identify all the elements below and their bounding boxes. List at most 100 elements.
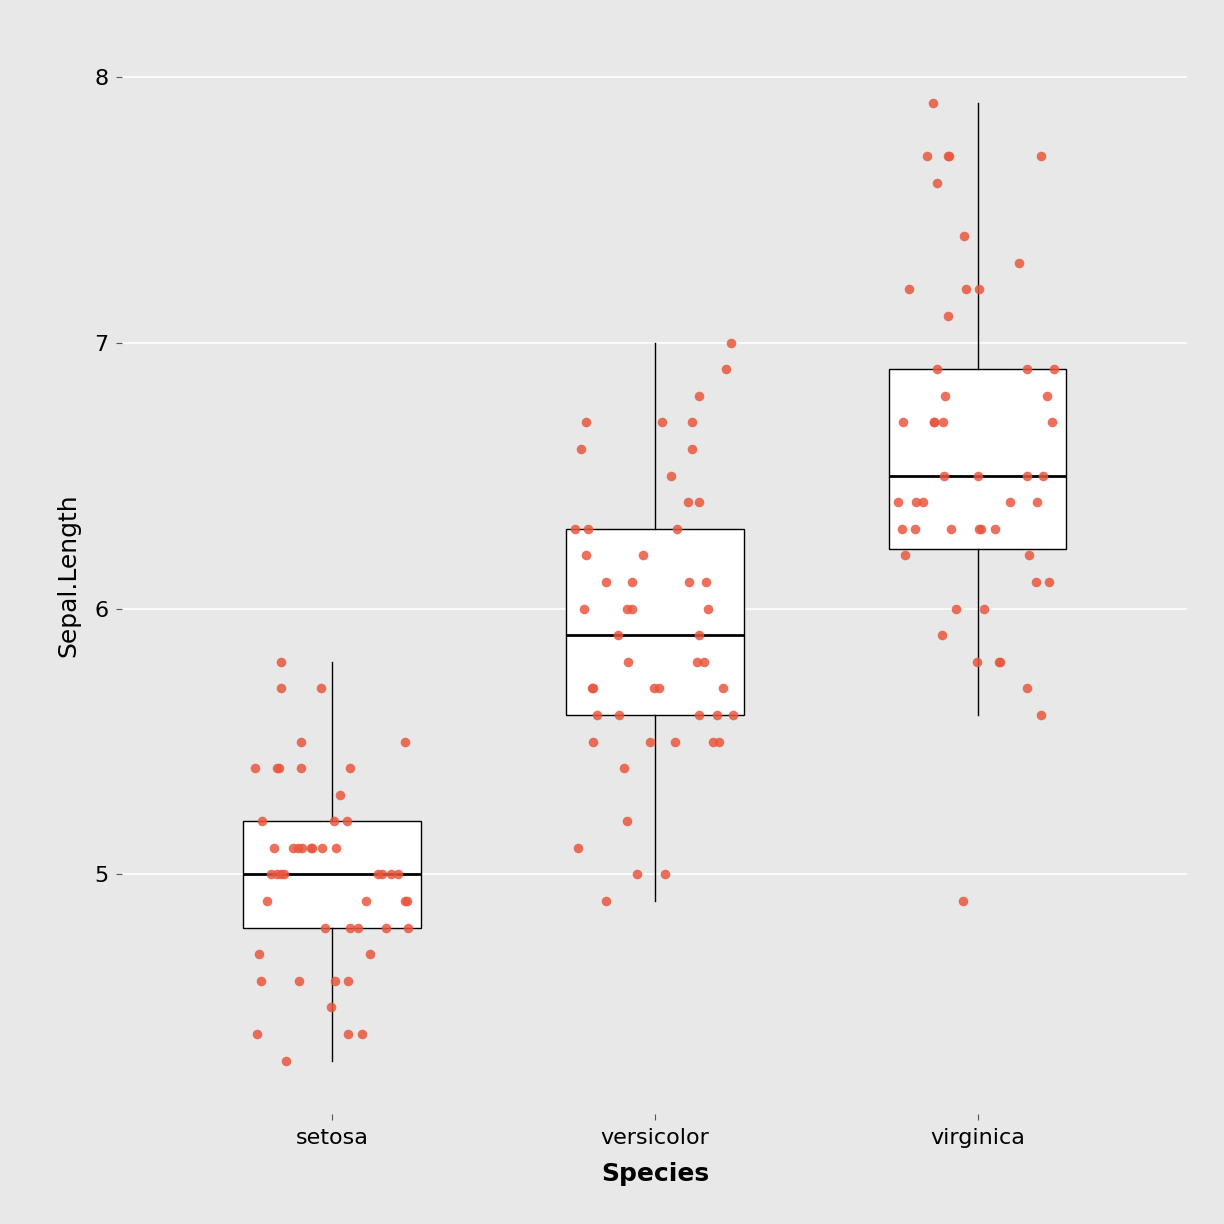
Point xyxy=(588,705,607,725)
Point xyxy=(689,625,709,645)
Point xyxy=(967,652,987,672)
Point xyxy=(269,759,289,778)
Point xyxy=(953,891,973,911)
Point xyxy=(652,412,672,432)
PathPatch shape xyxy=(244,821,421,928)
Point xyxy=(596,572,616,591)
Point xyxy=(368,864,388,884)
Point xyxy=(284,838,304,858)
Point xyxy=(289,838,308,858)
Point xyxy=(388,864,408,884)
Point xyxy=(941,519,961,539)
Point xyxy=(928,360,947,379)
Point xyxy=(928,174,947,193)
Point xyxy=(264,838,284,858)
Point xyxy=(640,732,660,752)
Point xyxy=(622,572,641,591)
Point xyxy=(985,519,1005,539)
Point xyxy=(274,864,294,884)
Point xyxy=(709,732,728,752)
Point xyxy=(581,678,601,698)
Point xyxy=(324,812,344,831)
Y-axis label: Sepal.Length: Sepal.Length xyxy=(56,493,81,657)
Point xyxy=(698,599,717,618)
Point xyxy=(577,412,596,432)
Point xyxy=(649,678,668,698)
Point xyxy=(382,864,401,884)
Point xyxy=(946,599,966,618)
Point xyxy=(939,147,958,166)
Point xyxy=(689,705,709,725)
Point xyxy=(968,466,988,486)
Point xyxy=(565,519,585,539)
Point xyxy=(340,918,360,938)
Point xyxy=(667,519,687,539)
Point xyxy=(627,864,646,884)
Point xyxy=(905,519,924,539)
Point xyxy=(689,492,709,512)
Point xyxy=(289,971,308,990)
Point xyxy=(633,546,652,565)
Point xyxy=(574,599,594,618)
Point xyxy=(614,759,634,778)
Point xyxy=(398,891,417,911)
Point xyxy=(955,226,974,246)
Point xyxy=(1020,546,1039,565)
Point xyxy=(596,891,616,911)
Point xyxy=(291,759,311,778)
Point xyxy=(704,732,723,752)
Point xyxy=(395,732,415,752)
Point xyxy=(610,705,629,725)
Point xyxy=(969,519,989,539)
Point xyxy=(398,918,417,938)
Point xyxy=(330,785,350,804)
PathPatch shape xyxy=(889,370,1066,548)
Point xyxy=(661,466,681,486)
Point xyxy=(1000,492,1020,512)
Point xyxy=(339,1024,359,1044)
Point xyxy=(938,306,957,326)
Point xyxy=(272,864,291,884)
Point xyxy=(327,838,346,858)
Point xyxy=(257,891,277,911)
Point xyxy=(896,546,916,565)
Point xyxy=(252,812,272,831)
Point xyxy=(907,492,927,512)
Point xyxy=(622,599,641,618)
Point xyxy=(989,652,1009,672)
Point xyxy=(723,705,743,725)
PathPatch shape xyxy=(565,529,744,715)
Point xyxy=(971,519,990,539)
Point xyxy=(267,864,286,884)
Point xyxy=(618,652,638,672)
Point xyxy=(1026,572,1045,591)
Point xyxy=(376,918,395,938)
Point xyxy=(326,971,345,990)
Point xyxy=(291,732,311,752)
Point xyxy=(316,918,335,938)
Point xyxy=(716,360,736,379)
Point xyxy=(579,519,599,539)
Point xyxy=(272,678,291,698)
Point xyxy=(679,572,699,591)
Point xyxy=(644,678,663,698)
Point xyxy=(301,838,321,858)
Point xyxy=(665,732,684,752)
Point xyxy=(924,412,944,432)
Point xyxy=(262,864,282,884)
Point xyxy=(1033,466,1053,486)
Point xyxy=(302,838,322,858)
Point xyxy=(1017,678,1037,698)
Point xyxy=(990,652,1010,672)
Point xyxy=(267,759,286,778)
Point xyxy=(1043,412,1062,432)
Point xyxy=(293,838,312,858)
Point xyxy=(353,1024,372,1044)
Point xyxy=(694,652,714,672)
Point xyxy=(271,652,290,672)
Point xyxy=(608,625,628,645)
Point xyxy=(245,759,264,778)
Point xyxy=(714,678,733,698)
Point xyxy=(372,864,392,884)
Point xyxy=(360,945,379,965)
